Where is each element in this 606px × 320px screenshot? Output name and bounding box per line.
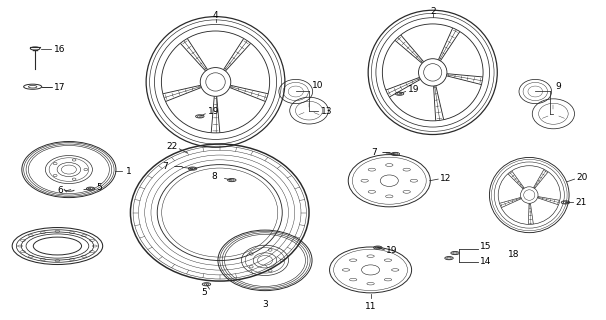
Text: 1: 1 <box>126 167 132 176</box>
Text: 7: 7 <box>162 162 168 171</box>
Text: 22: 22 <box>167 142 178 151</box>
Text: 8: 8 <box>211 172 217 181</box>
Text: 14: 14 <box>480 257 491 266</box>
Text: 18: 18 <box>508 251 520 260</box>
Text: 19: 19 <box>208 107 220 116</box>
Text: —: — <box>174 162 183 171</box>
Text: 2: 2 <box>430 7 436 16</box>
Text: 19: 19 <box>386 246 398 255</box>
Text: 3: 3 <box>262 300 268 308</box>
Text: 21: 21 <box>575 198 587 207</box>
Text: 16: 16 <box>55 44 66 54</box>
Text: 19: 19 <box>408 85 419 94</box>
Text: 4: 4 <box>213 12 218 20</box>
Text: 12: 12 <box>440 174 451 183</box>
Text: 9: 9 <box>555 82 561 91</box>
Text: 6: 6 <box>58 187 63 196</box>
Text: 10: 10 <box>312 81 324 90</box>
Text: —: — <box>381 148 390 157</box>
Text: 5: 5 <box>96 183 102 192</box>
Text: 7: 7 <box>371 148 377 157</box>
Text: 11: 11 <box>365 302 376 311</box>
Text: 15: 15 <box>480 243 491 252</box>
Text: 17: 17 <box>55 83 66 92</box>
Text: 13: 13 <box>321 107 333 116</box>
Text: 20: 20 <box>576 173 588 182</box>
Text: 5: 5 <box>202 288 207 297</box>
